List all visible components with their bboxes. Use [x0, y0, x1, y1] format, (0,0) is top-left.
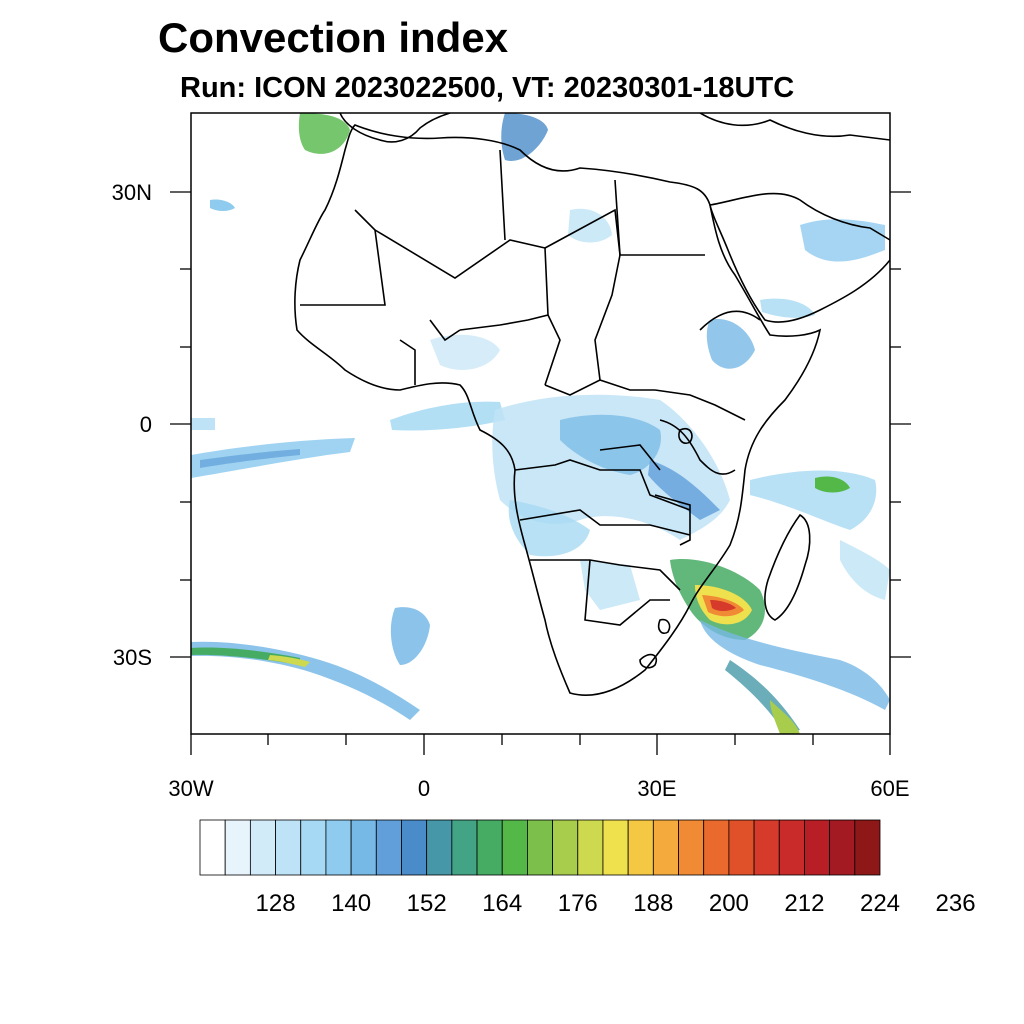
- colorbar-swatch: [753, 819, 780, 876]
- colorbar-swatch: [527, 819, 553, 876]
- colorbar-swatch: [829, 819, 856, 876]
- colorbar-tick-label: 176: [557, 890, 598, 917]
- colorbar-swatch: [249, 819, 276, 876]
- colorbar-tick-label: 188: [633, 890, 674, 917]
- colorbar-swatch: [224, 819, 251, 876]
- colorbar-tick-label: 212: [784, 890, 825, 917]
- colorbar-swatch: [602, 819, 629, 876]
- colorbar-swatch: [627, 819, 654, 876]
- colorbar-swatch: [426, 819, 453, 876]
- colorbar-swatch: [854, 819, 881, 876]
- map-title: Convection index: [158, 14, 509, 61]
- colorbar-swatch: [678, 819, 705, 876]
- colorbar-swatch: [501, 819, 528, 876]
- colorbar-swatch: [350, 819, 377, 876]
- colorbar-swatch: [325, 819, 352, 876]
- lon-label-30e: 30E: [637, 776, 677, 801]
- colorbar-swatch: [778, 819, 805, 876]
- colorbar-swatch: [476, 819, 503, 876]
- colorbar-swatch: [401, 819, 428, 876]
- colorbar-swatch: [804, 819, 831, 876]
- colorbar-tick-label: 224: [859, 890, 901, 917]
- colorbar-swatch: [375, 819, 402, 876]
- colorbar-tick-label: 152: [406, 890, 447, 917]
- colorbar-swatch: [577, 819, 604, 876]
- convection-shading: [191, 113, 890, 734]
- colorbar-swatch: [728, 819, 755, 876]
- coastlines-borders: [294, 113, 890, 697]
- lon-label-60e: 60E: [870, 776, 910, 801]
- colorbar-tick-label: 140: [331, 890, 372, 917]
- colorbar-swatch: [552, 819, 579, 876]
- lon-label-0: 0: [417, 776, 431, 801]
- lon-label-30w: 30W: [168, 776, 214, 801]
- colorbar-swatch: [652, 819, 679, 876]
- colorbar-swatch: [199, 819, 226, 876]
- colorbar-tick-label: 164: [482, 890, 523, 917]
- colorbar-tick-label: 128: [255, 890, 296, 917]
- lat-label-0: 0: [139, 412, 152, 437]
- lat-label-30s: 30S: [112, 645, 152, 670]
- lat-label-30n: 30N: [111, 180, 152, 205]
- colorbar-tick-label: 236: [935, 890, 976, 917]
- run-valid-time-subtitle: Run: ICON 2023022500, VT: 20230301-18UTC: [180, 72, 795, 104]
- axis-ticks: [170, 191, 911, 755]
- colorbar-swatch: [275, 819, 302, 876]
- colorbar: [199, 819, 881, 876]
- colorbar-swatch: [451, 819, 478, 876]
- colorbar-tick-label: 200: [708, 890, 749, 917]
- colorbar-swatch: [703, 819, 730, 876]
- colorbar-swatch: [300, 819, 327, 876]
